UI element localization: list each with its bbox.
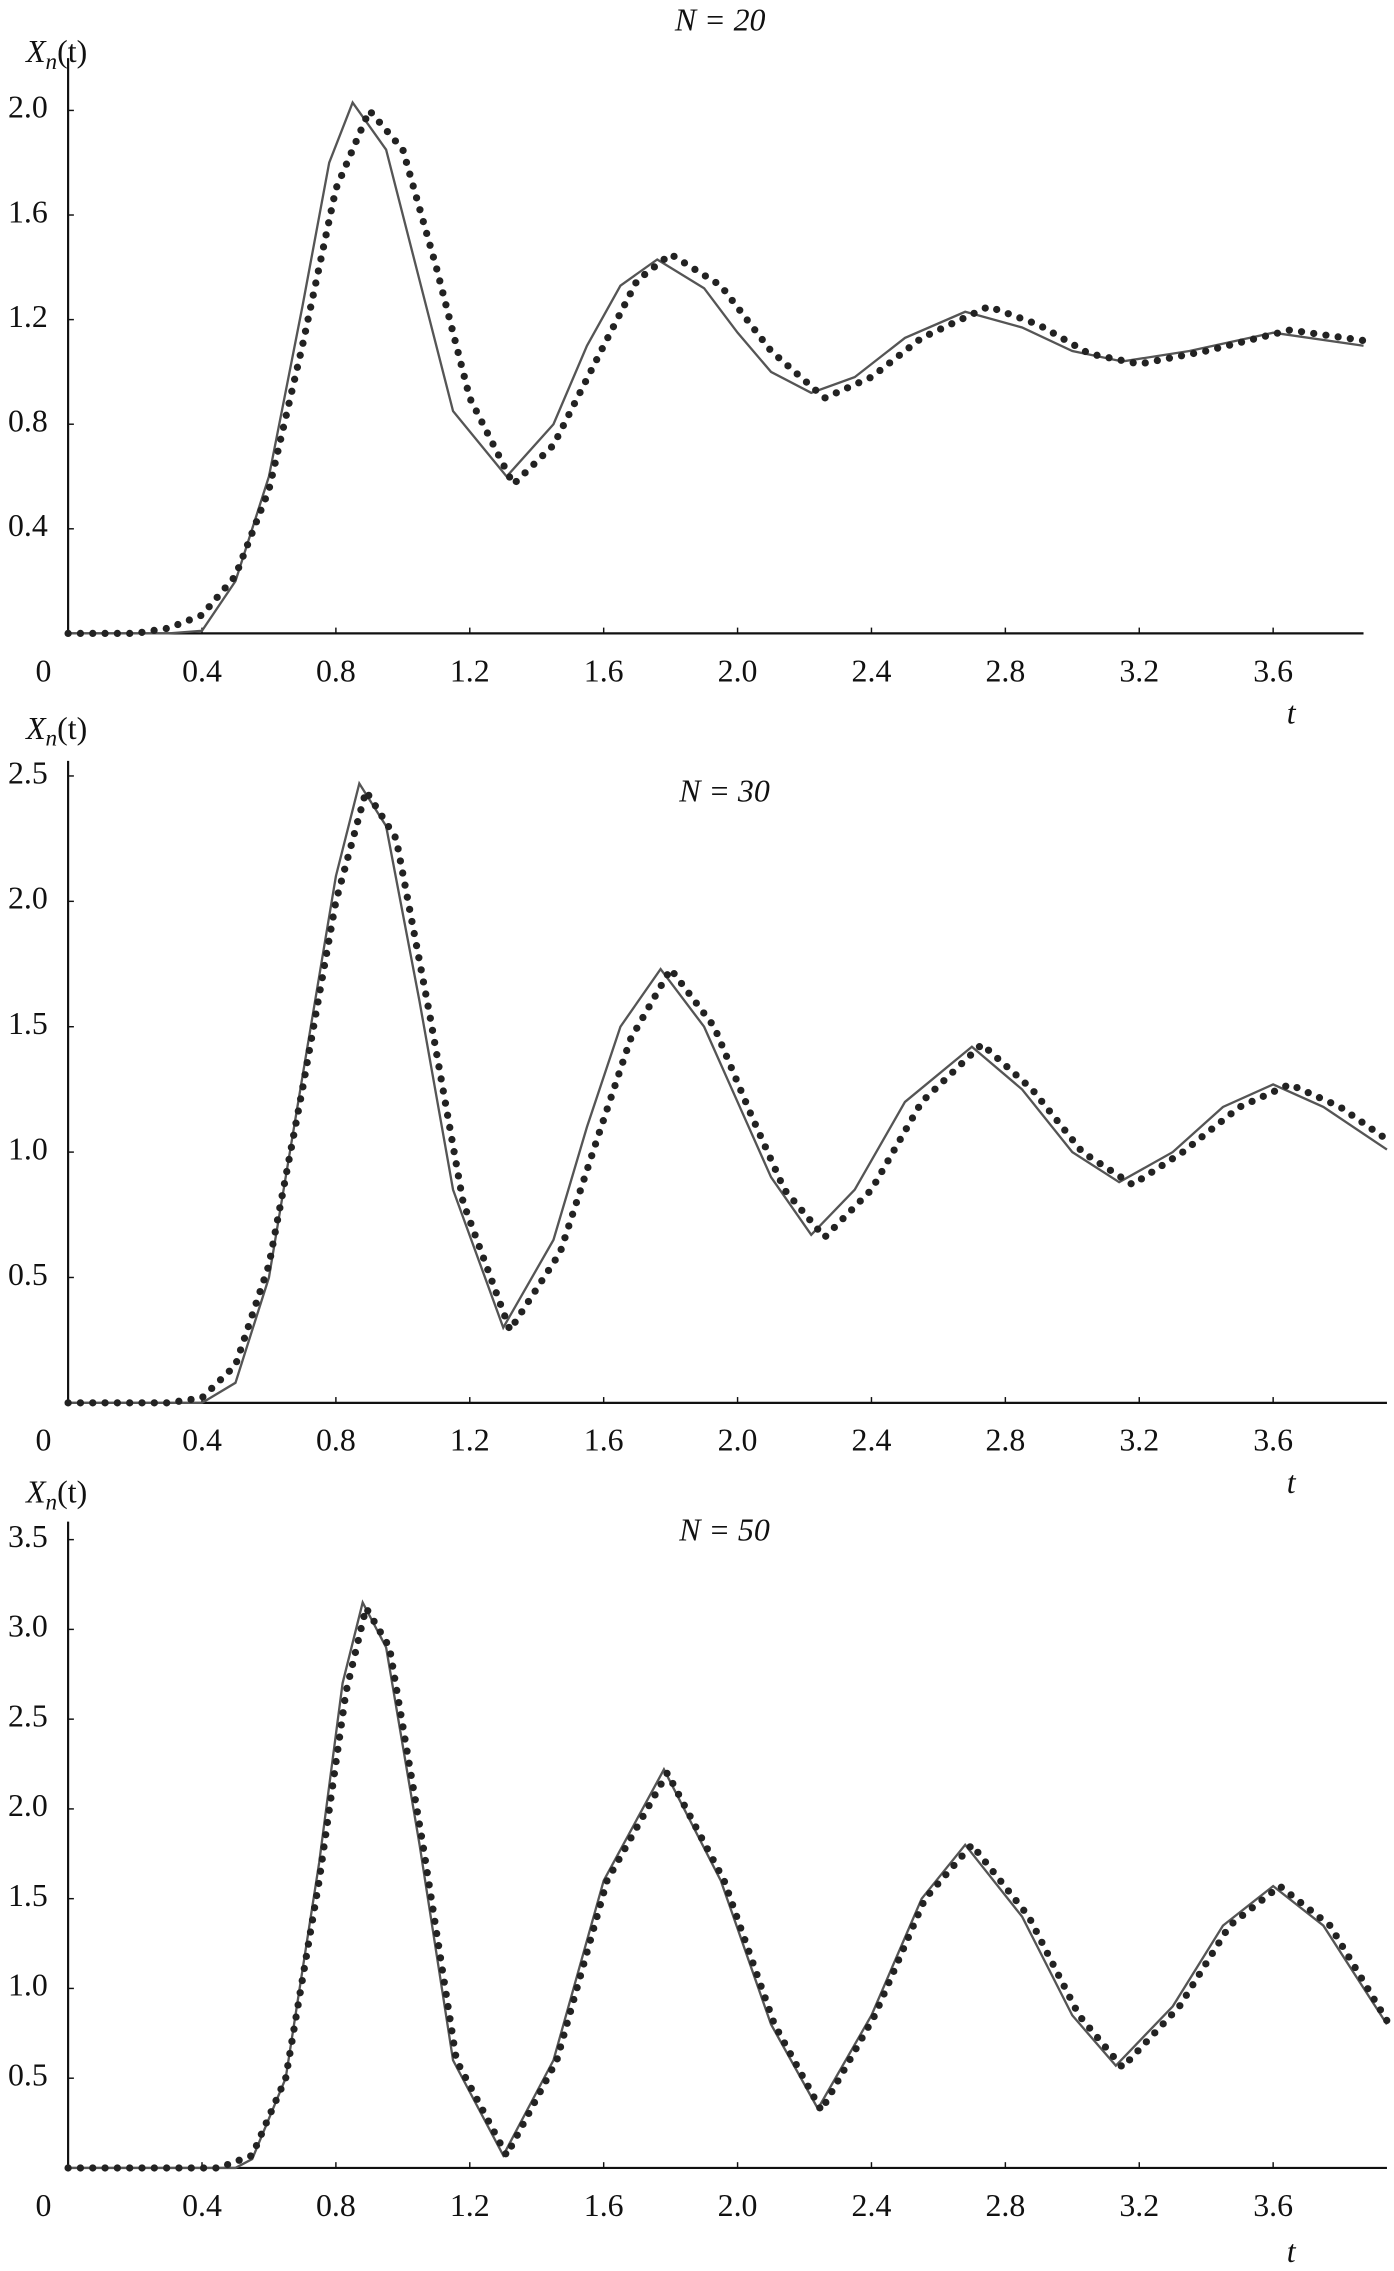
series-line	[64, 103, 1368, 638]
y-axis-label: Xn(t)	[24, 1475, 87, 1516]
x-tick-label: 2.4	[852, 1423, 892, 1458]
y-label-rest: (t)	[57, 35, 87, 70]
chart-title: N = 30	[678, 774, 770, 809]
series-line	[68, 100, 1364, 635]
y-tick-label: 0.8	[8, 404, 48, 439]
x-tick-label: 2.8	[985, 653, 1025, 688]
x-tick-label: 1.6	[584, 2188, 624, 2223]
x-axis-label: t	[1287, 1465, 1297, 1500]
y-label-rest: (t)	[57, 1475, 87, 1510]
x-tick-label: 2.0	[718, 653, 758, 688]
y-label-main: X	[24, 35, 47, 70]
y-tick-label: 0.5	[8, 2058, 48, 2093]
x-tick-label: 0.4	[182, 1423, 222, 1458]
y-axis-label: Xn(t)	[24, 711, 87, 752]
x-tick-label: 3.6	[1253, 1423, 1293, 1458]
x-tick-label: 0	[36, 653, 52, 688]
chart-panel: N = 30 Xn(t) t 0 0.4 0.8 1.2 1.6 2.0 2.4 2.8 3.2 3.6…	[8, 711, 1391, 1500]
chart-panel: N = 50 Xn(t) t 0 0.4 0.8 1.2 1.6 2.0 2.4 2.8 3.2 3.6…	[8, 1475, 1391, 2269]
y-tick-label: 2.0	[8, 90, 48, 125]
x-tick-label: 0.4	[182, 2188, 222, 2223]
y-tick-label: 2.5	[8, 1698, 48, 1733]
x-tick-label: 1.6	[584, 1423, 624, 1458]
y-axis-label: Xn(t)	[24, 35, 87, 76]
x-tick-label: 2.0	[718, 2188, 758, 2223]
y-tick-label: 2.0	[8, 1788, 48, 1823]
y-tick-label: 1.0	[8, 1968, 48, 2003]
x-tick-label: 0.4	[182, 653, 222, 688]
y-tick-label: 2.0	[8, 881, 48, 916]
x-tick-label: 0.8	[316, 1423, 356, 1458]
x-tick-label: 0.8	[316, 653, 356, 688]
x-tick-label: 3.6	[1253, 2188, 1293, 2223]
y-tick-label: 1.2	[8, 299, 48, 334]
y-label-sub: n	[46, 49, 58, 75]
y-tick-label: 1.5	[8, 1878, 48, 1913]
x-tick-label: 3.2	[1119, 2188, 1159, 2223]
x-tick-label: 3.2	[1119, 1423, 1159, 1458]
y-tick-label: 1.5	[8, 1006, 48, 1041]
y-label-rest: (t)	[57, 711, 87, 746]
y-tick-label: 3.5	[8, 1519, 48, 1554]
x-tick-label: 0	[36, 2188, 52, 2223]
y-label-sub: n	[46, 726, 58, 752]
series-line	[68, 780, 1388, 1405]
series-line	[64, 1598, 1391, 2172]
y-tick-label: 0.4	[8, 508, 48, 543]
x-tick-label: 2.8	[985, 1423, 1025, 1458]
chart-panel: N = 20 Xn(t) t 0 0.4 0.8 1.2 1.6 2.0 2.4 2.8 3.2 3.6…	[8, 3, 1368, 730]
x-tick-label: 2.8	[985, 2188, 1025, 2223]
x-tick-label: 1.2	[450, 2188, 490, 2223]
y-tick-label: 3.0	[8, 1609, 48, 1644]
series-line	[68, 1599, 1388, 2170]
chart-title: N = 50	[678, 1513, 770, 1548]
x-tick-label: 0.8	[316, 2188, 356, 2223]
series-line	[64, 782, 1391, 1407]
y-label-sub: n	[46, 1490, 58, 1516]
x-tick-label: 3.2	[1119, 653, 1159, 688]
x-tick-label: 2.4	[852, 653, 892, 688]
x-tick-label: 1.6	[584, 653, 624, 688]
y-tick-label: 1.6	[8, 194, 48, 229]
x-axis-label: t	[1287, 695, 1297, 730]
y-label-main: X	[24, 711, 47, 746]
x-tick-label: 1.2	[450, 653, 490, 688]
chart-title: N = 20	[674, 3, 766, 38]
y-tick-label: 0.5	[8, 1257, 48, 1292]
y-label-main: X	[24, 1475, 47, 1510]
x-tick-label: 0	[36, 1423, 52, 1458]
x-tick-label: 3.6	[1253, 653, 1293, 688]
x-axis-label: t	[1287, 2234, 1297, 2269]
y-tick-label: 1.0	[8, 1131, 48, 1166]
x-tick-label: 2.0	[718, 1423, 758, 1458]
x-tick-label: 1.2	[450, 1423, 490, 1458]
y-tick-label: 2.5	[8, 755, 48, 790]
x-tick-label: 2.4	[852, 2188, 892, 2223]
